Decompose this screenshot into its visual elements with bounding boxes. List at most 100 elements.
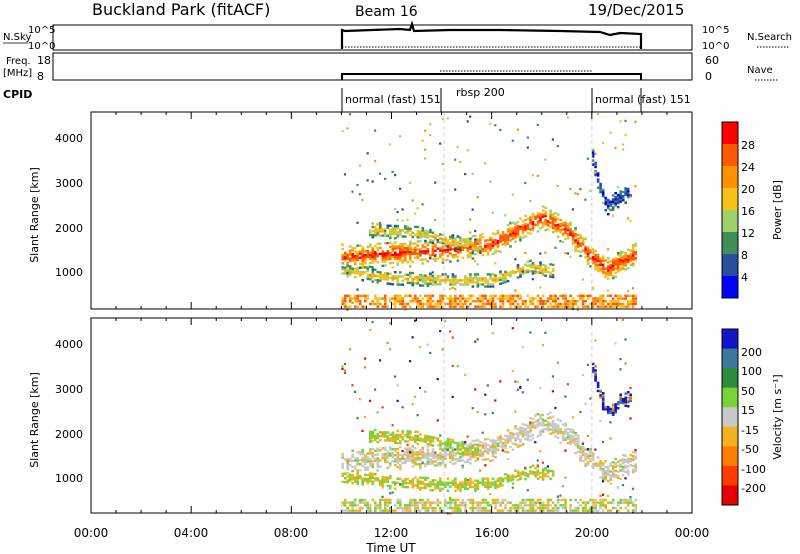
power-cell (494, 243, 497, 246)
power-cell (366, 152, 369, 155)
power-cell (554, 220, 557, 223)
velocity-cell (551, 421, 555, 425)
velocity-cell (499, 482, 502, 486)
velocity-cell (376, 465, 380, 468)
power-cell (604, 305, 607, 308)
velocity-cell (394, 464, 397, 467)
power-cell (574, 241, 577, 244)
velocity-cell (449, 498, 452, 502)
power-cell (371, 274, 375, 277)
power-cell (456, 281, 460, 284)
power-cell (449, 260, 452, 263)
velocity-cell (521, 470, 525, 474)
velocity-cell (451, 498, 455, 502)
power-cell (396, 227, 400, 230)
velocity-cell (481, 479, 485, 482)
power-cell (584, 245, 587, 249)
power-cell (606, 206, 610, 210)
velocity-cell (451, 395, 454, 398)
power-cell (616, 251, 620, 255)
power-cell (341, 262, 344, 265)
velocity-cell (386, 478, 390, 481)
velocity-cell (374, 501, 377, 504)
power-cell (436, 247, 440, 250)
power-cell (416, 302, 420, 306)
velocity-cell (439, 454, 442, 457)
power-cell (424, 246, 427, 249)
power-cell (484, 294, 487, 298)
velocity-cell (601, 470, 605, 473)
velocity-cell (629, 496, 632, 499)
velocity-cell (449, 456, 452, 460)
velocity-cell (626, 391, 630, 394)
velocity-cell (419, 464, 422, 468)
power-cell (364, 300, 367, 303)
power-cell (343, 300, 347, 303)
power-cell (426, 278, 430, 281)
velocity-cell (576, 444, 580, 447)
power-cell (619, 200, 622, 203)
velocity-cell (491, 449, 495, 452)
power-cell (626, 193, 630, 197)
velocity-cell (346, 460, 349, 463)
power-cell (544, 268, 547, 271)
power-cell (379, 234, 382, 237)
velocity-cell (404, 440, 407, 443)
velocity-cell (499, 441, 502, 444)
power-cell (343, 297, 347, 300)
velocity-cell (491, 501, 495, 504)
power-cell (439, 241, 442, 244)
velocity-cell (394, 458, 397, 461)
power-cell (366, 275, 370, 278)
power-cell (529, 220, 532, 223)
velocity-cell (439, 444, 442, 447)
velocity-cell (516, 443, 520, 447)
velocity-cell (356, 417, 359, 420)
power-cell (379, 271, 382, 274)
velocity-cell (449, 501, 452, 504)
velocity-cell (549, 509, 552, 512)
velocity-cell (446, 437, 450, 441)
velocity-cell (614, 506, 617, 510)
velocity-cell (489, 485, 492, 488)
velocity-cell (416, 414, 419, 417)
velocity-cell (624, 458, 627, 461)
power-cell (509, 270, 512, 274)
velocity-cell (404, 447, 407, 450)
power-cell (429, 278, 432, 282)
power-cell (504, 241, 507, 245)
velocity-y-tick-4000: 4000 (55, 338, 83, 351)
power-cell (384, 300, 387, 303)
power-cell (434, 249, 437, 252)
power-cell (541, 294, 545, 298)
velocity-cell (374, 477, 377, 480)
velocity-cell (574, 509, 577, 512)
power-cell (369, 233, 372, 237)
velocity-cell (369, 448, 372, 451)
velocity-cell (439, 440, 442, 443)
velocity-cell (364, 454, 367, 457)
power-cell (444, 242, 447, 245)
power-cell (499, 305, 502, 308)
power-cell (571, 236, 575, 239)
velocity-cell (571, 439, 575, 442)
velocity-cell (374, 434, 377, 438)
velocity-cell (396, 429, 400, 433)
velocity-cell (424, 438, 427, 441)
power-cell (424, 241, 427, 245)
velocity-cell (534, 414, 537, 417)
velocity-cell (464, 487, 467, 490)
velocity-cell (509, 439, 512, 443)
velocity-cell (494, 443, 497, 447)
power-cell (489, 236, 492, 240)
velocity-cell (624, 392, 627, 395)
power-cell (451, 240, 455, 243)
velocity-cell (471, 485, 475, 488)
power-cell (611, 202, 615, 205)
velocity-cell (384, 439, 387, 442)
cpid-row: CPID normal (fast) 151 rbsp 200 normal (… (3, 86, 691, 112)
power-cell (551, 263, 555, 267)
velocity-cell (476, 411, 479, 414)
velocity-cell (419, 448, 422, 452)
power-cell (509, 231, 512, 234)
